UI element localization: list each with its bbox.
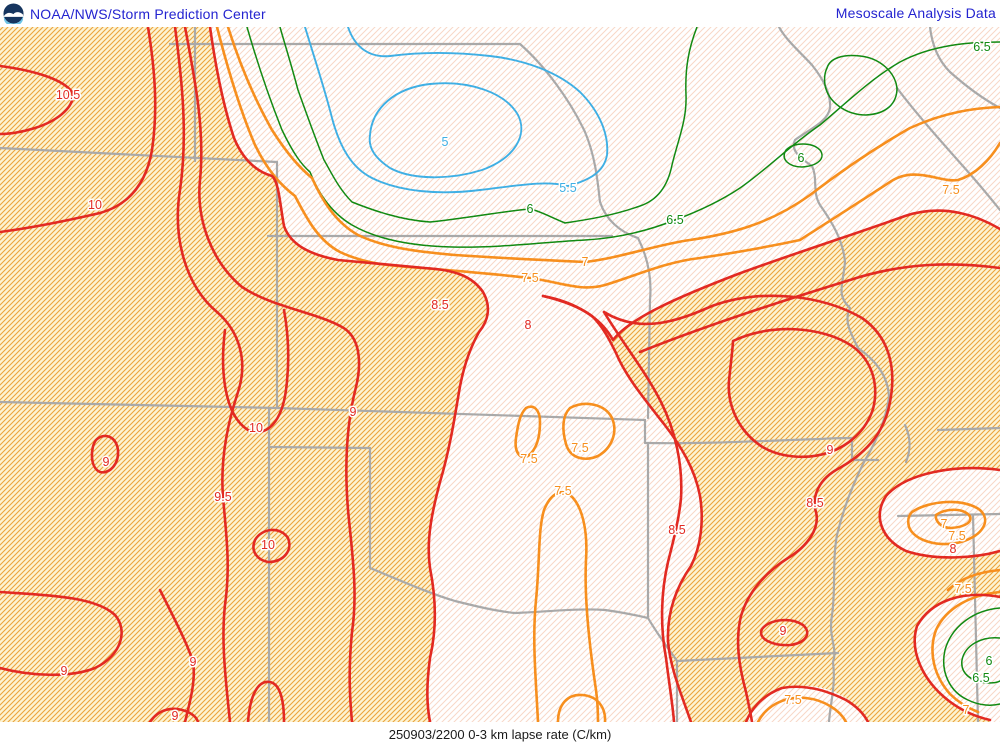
state-borders	[0, 27, 1000, 722]
contours-orange	[215, 27, 1000, 722]
contour-label: 9	[350, 405, 357, 419]
contour-label: 6.5	[666, 213, 683, 227]
noaa-logo-icon	[3, 3, 24, 24]
contour-label: 6.5	[972, 671, 989, 685]
contour-label: 10	[261, 538, 275, 552]
contour-label: 10	[88, 198, 102, 212]
footer-bar: 250903/2200 0-3 km lapse rate (C/km)	[0, 722, 1000, 750]
contour-label: 10.5	[56, 88, 80, 102]
contour-label: 9	[103, 455, 110, 469]
contours-green	[246, 27, 1000, 706]
contour-label: 5	[442, 135, 449, 149]
contour-label: 8	[525, 318, 532, 332]
header-bar: NOAA/NWS/Storm Prediction Center Mesosca…	[0, 0, 1000, 27]
contour-label: 7.5	[942, 183, 959, 197]
contours-red	[0, 27, 1000, 722]
contour-label: 8	[950, 542, 957, 556]
contour-label: 7.5	[571, 441, 588, 455]
contour-label: 6	[527, 202, 534, 216]
contour-label: 9	[190, 655, 197, 669]
map-caption: 250903/2200 0-3 km lapse rate (C/km)	[388, 727, 612, 742]
contour-label: 7.5	[554, 484, 571, 498]
contour-label: 7	[963, 703, 970, 717]
hatch-region-east	[543, 210, 1000, 722]
contour-label: 7.5	[954, 582, 971, 596]
contour-label: 9	[827, 443, 834, 457]
contour-label: 7.5	[948, 529, 965, 543]
contour-label: 8.5	[668, 523, 685, 537]
hatched-region-high-lapse-rate	[0, 27, 1000, 722]
contour-label: 10	[249, 421, 263, 435]
contour-label: 7	[941, 517, 948, 531]
lapse-rate-map-image[interactable]: 55.566.566.566.577.57.57.57.57.57.577.57…	[0, 27, 1000, 722]
contour-label: 6.5	[973, 40, 990, 54]
contours-blue	[304, 27, 609, 194]
contour-label: 9	[172, 709, 179, 722]
hatch-region-west	[0, 27, 488, 722]
contour-label: 7.5	[520, 452, 537, 466]
contour-label: 9	[61, 664, 68, 678]
contour-label: 8.5	[806, 496, 823, 510]
header-left-title[interactable]: NOAA/NWS/Storm Prediction Center	[30, 5, 266, 22]
contour-labels: 55.566.566.566.577.57.57.57.57.57.577.57…	[54, 39, 994, 723]
contour-label: 9	[780, 624, 787, 638]
mesoanalysis-map[interactable]: 5 5.5 6 6.5 6 6.5 6 6.5 7 7.5 7.5 7.5 7.5 7.5 7.5 7 7.5 7…	[0, 27, 1000, 722]
contour-label: 6	[798, 151, 805, 165]
contour-label: 7.5	[784, 693, 801, 707]
contour-label: 6	[986, 654, 993, 668]
header-left: NOAA/NWS/Storm Prediction Center	[0, 3, 266, 24]
contour-label: 7.5	[521, 271, 538, 285]
contour-label: 7	[582, 255, 589, 269]
header-right-title: Mesoscale Analysis Data	[835, 4, 996, 21]
contour-label: 8.5	[431, 298, 448, 312]
contour-label: 5.5	[559, 181, 576, 195]
contour-label: 9.5	[214, 490, 231, 504]
